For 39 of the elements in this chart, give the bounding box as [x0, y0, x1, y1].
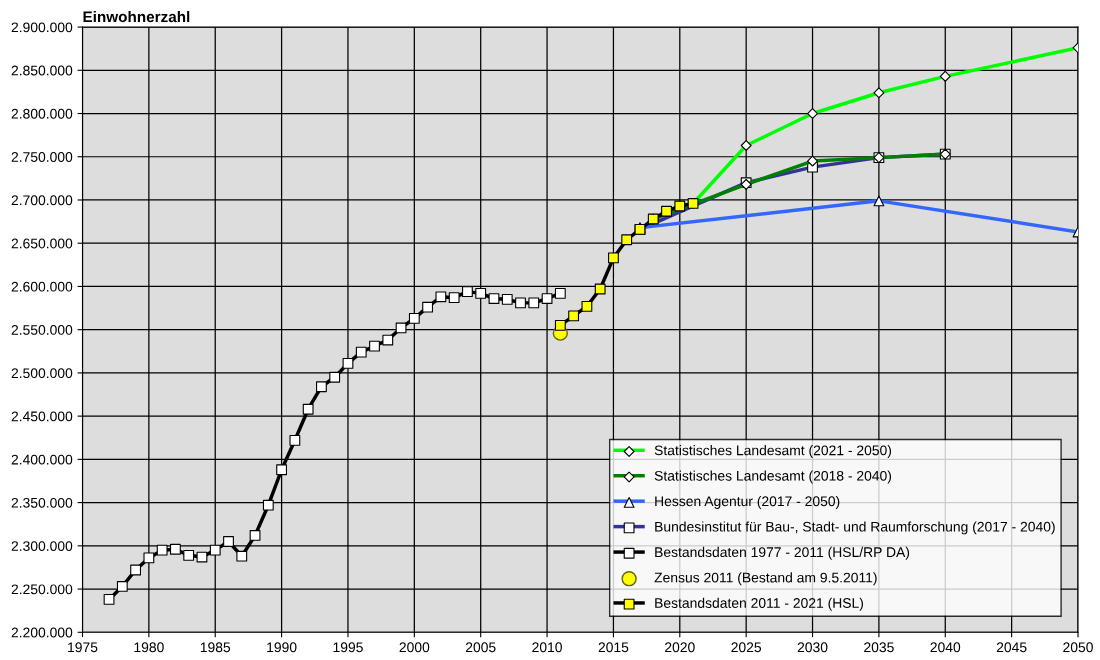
y-tick-label: 2.500.000: [11, 368, 73, 379]
legend-label: Zensus 2011 (Bestand am 9.5.2011): [654, 572, 877, 586]
x-tick-label: 2050: [1063, 642, 1093, 653]
x-tick-label: 1975: [68, 642, 98, 653]
x-tick-label: 2030: [797, 642, 828, 653]
x-tick-label: 1985: [200, 642, 231, 653]
x-tick-label: 2025: [731, 642, 762, 653]
y-tick-label: 2.800.000: [11, 108, 73, 119]
legend-label: Bundesinstitut für Bau-, Stadt- und Raumforschung (2017 - 2040): [655, 521, 1055, 535]
x-tick-label: 2020: [665, 642, 695, 653]
legend-label: Hessen Agentur (2017 - 2050): [655, 495, 840, 509]
x-tick-label: 2015: [598, 642, 629, 653]
x-tick-label: 2005: [465, 642, 496, 653]
y-tick-label: 2.350.000: [11, 497, 73, 508]
y-tick-label: 2.900.000: [11, 22, 73, 33]
y-tick-label: 2.850.000: [11, 65, 73, 76]
y-tick-label: 2.450.000: [11, 411, 73, 422]
x-tick-label: 1990: [267, 642, 297, 653]
legend-label: Bestandsdaten 1977 - 2011 (HSL/RP DA): [655, 546, 910, 560]
x-tick-label: 2040: [930, 642, 961, 653]
y-tick-label: 2.200.000: [11, 627, 73, 638]
y-tick-label: 2.400.000: [11, 454, 73, 465]
x-tick-label: 2000: [399, 642, 430, 653]
x-tick-label: 1980: [134, 642, 164, 653]
x-tick-label: 1995: [333, 642, 363, 653]
y-tick-label: 2.750.000: [11, 152, 73, 162]
legend-label: Statistisches Landesamt (2018 - 2040): [654, 470, 892, 484]
y-tick-label: 2.650.000: [11, 238, 73, 249]
legend-label: Statistisches Landesamt (2021 - 2050): [654, 445, 892, 459]
y-tick-label: 2.300.000: [11, 541, 73, 551]
x-tick-label: 2010: [532, 642, 562, 653]
legend-label: Bestandsdaten 2011 - 2021 (HSL): [655, 597, 864, 611]
x-tick-label: 2045: [996, 642, 1027, 653]
y-tick-label: 2.550.000: [11, 325, 73, 335]
x-tick-label: 2035: [864, 642, 894, 653]
y-tick-label: 2.600.000: [11, 281, 73, 292]
y-tick-label: 2.700.000: [11, 195, 73, 206]
chart-title: Einwohnerzahl: [83, 11, 190, 23]
y-tick-label: 2.250.000: [11, 584, 73, 595]
